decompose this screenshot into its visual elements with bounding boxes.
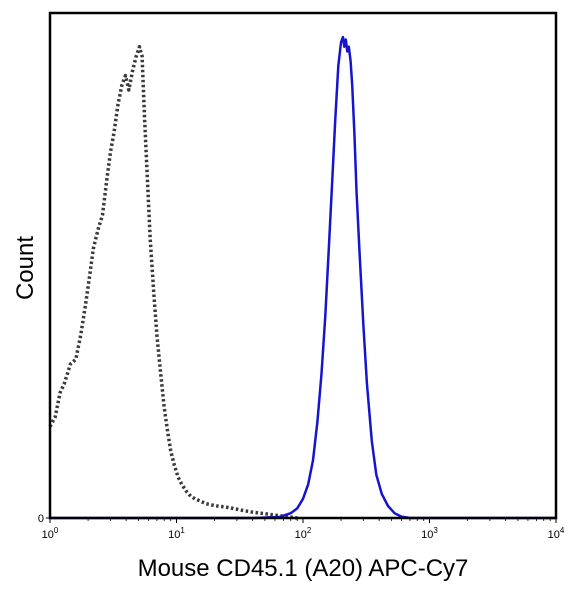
control-histogram-line xyxy=(48,44,298,520)
plot-background xyxy=(50,13,556,518)
y-axis-label: Count xyxy=(12,236,39,300)
x-tick-exponent: 2 xyxy=(307,526,312,535)
x-tick-base: 10 xyxy=(42,529,54,541)
x-tick-label: 101 xyxy=(168,526,185,541)
x-tick-exponent: 4 xyxy=(560,526,565,535)
x-tick-exponent: 1 xyxy=(180,526,185,535)
x-tick-label: 103 xyxy=(421,526,438,541)
x-tick-label: 102 xyxy=(295,526,312,541)
series-layer xyxy=(48,35,556,520)
x-tick-exponent: 3 xyxy=(433,526,438,535)
x-tick-base: 10 xyxy=(548,529,560,541)
x-tick-exponent: 0 xyxy=(54,526,59,535)
x-tick-label: 104 xyxy=(548,526,565,541)
x-tick-label: 100 xyxy=(42,526,59,541)
y-tick-label: 0 xyxy=(38,513,44,525)
x-tick-base: 10 xyxy=(295,529,307,541)
x-tick-base: 10 xyxy=(421,529,433,541)
x-axis-label: Mouse CD45.1 (A20) APC-Cy7 xyxy=(138,555,469,582)
stained-histogram-line xyxy=(50,35,556,520)
x-tick-base: 10 xyxy=(168,529,180,541)
